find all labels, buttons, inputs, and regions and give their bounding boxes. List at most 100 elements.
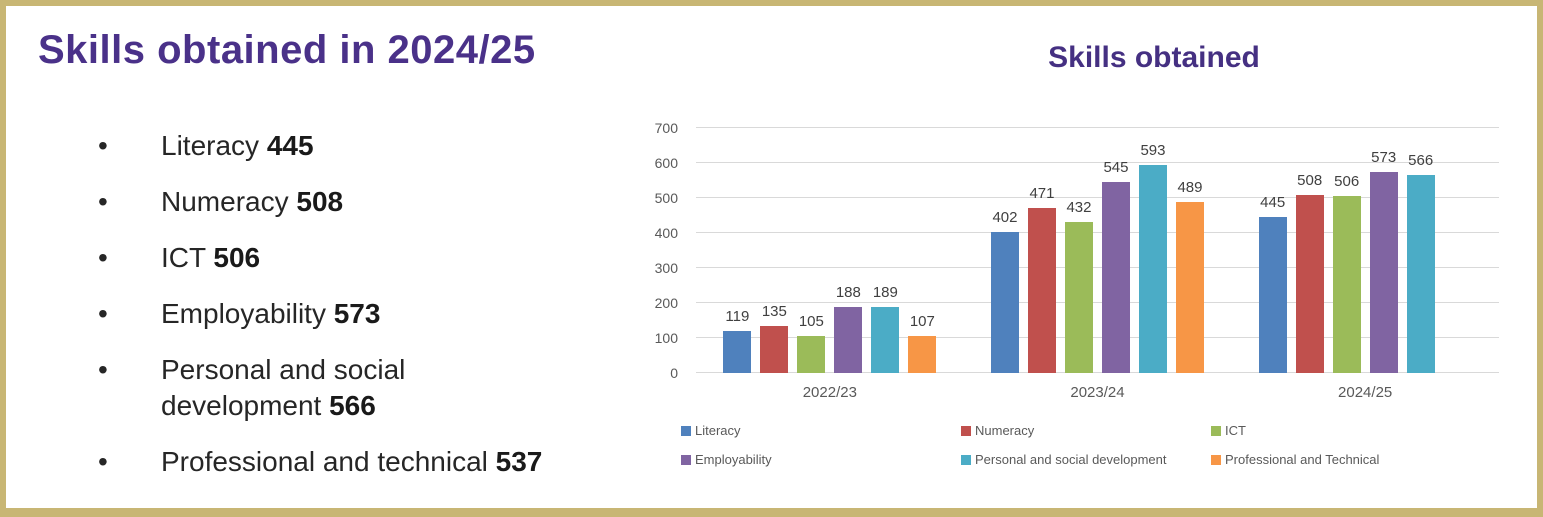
y-axis-tick-label: 400 xyxy=(654,225,678,241)
bar-literacy xyxy=(990,232,1019,373)
bar-value-label: 508 xyxy=(1297,172,1323,190)
bar-slot: 566 xyxy=(1406,128,1435,373)
bar-cluster: 445 508 506 573 566 xyxy=(1231,128,1499,373)
bar-personal-and-social-development xyxy=(1138,165,1167,373)
list-item-value: 506 xyxy=(213,242,261,273)
legend-label: ICT xyxy=(1225,423,1246,438)
bar-slot: 188 xyxy=(834,128,863,373)
gridline-400 xyxy=(696,232,1499,233)
list-item-value: 537 xyxy=(495,446,543,477)
bar-value-label: 107 xyxy=(909,312,935,330)
list-item-value: 508 xyxy=(296,186,344,217)
legend-item-professional-and-technical: Professional and Technical xyxy=(1211,452,1514,467)
bar-ict xyxy=(1064,221,1093,373)
bullet-icon: • xyxy=(98,186,108,217)
summary-panel: Skills obtained in 2024/25 • Literacy 445… xyxy=(38,26,638,500)
bullet-icon: • xyxy=(98,242,108,273)
bar-value-label: 471 xyxy=(1029,185,1055,203)
chart-title: Skills obtained xyxy=(1048,41,1260,74)
bar-slot xyxy=(1444,128,1472,373)
list-item-value: 573 xyxy=(333,298,381,329)
bar-slot: 189 xyxy=(871,128,900,373)
bar-slot: 545 xyxy=(1101,128,1130,373)
bar-value-label: 593 xyxy=(1140,142,1166,160)
chart-plot-area: 0 100 200 300 400 500 600 700 119 135 105 188 189 107… xyxy=(655,120,1499,401)
legend-color-swatch xyxy=(1211,454,1221,465)
list-item-1: • Literacy 445 xyxy=(38,128,638,164)
list-item-text: Employability 573 xyxy=(161,298,381,329)
bar-cluster: 119 135 105 188 189 107 xyxy=(696,128,964,373)
list-item-text: Professional and technical 537 xyxy=(161,446,543,477)
list-item-3: • ICT 506 xyxy=(38,240,638,276)
bullet-icon: • xyxy=(98,130,108,161)
bar-ict xyxy=(1332,195,1361,373)
gridline-0 xyxy=(696,372,1499,373)
bullet-icon: • xyxy=(98,298,108,329)
gridline-600 xyxy=(696,162,1499,163)
bar-slot: 445 xyxy=(1258,128,1287,373)
bar-numeracy xyxy=(1295,195,1324,373)
bar-slot: 107 xyxy=(908,128,937,373)
bar-employability xyxy=(834,307,863,373)
chart-legend: Literacy Numeracy ICT Employability Personal… xyxy=(681,423,1514,467)
bar-numeracy xyxy=(1027,208,1056,373)
bar-slot: 135 xyxy=(760,128,789,373)
bar-slot: 508 xyxy=(1295,128,1324,373)
bar-value-label: 189 xyxy=(872,283,898,301)
list-item-text: ICT 506 xyxy=(161,242,261,273)
bar-value-label: 506 xyxy=(1334,172,1360,190)
y-axis-tick-label: 500 xyxy=(654,190,678,206)
bar-slot: 105 xyxy=(797,128,826,373)
category-group-2023-24: 402 471 432 545 593 489 2023/24 xyxy=(964,128,1232,401)
legend-color-swatch xyxy=(961,454,971,465)
gridline-200 xyxy=(696,302,1499,303)
bar-value-label: 545 xyxy=(1103,159,1129,177)
x-axis-category-label: 2024/25 xyxy=(1338,384,1393,401)
legend-color-swatch xyxy=(681,425,691,436)
list-item-text: Personal and social development 566 xyxy=(161,354,406,421)
legend-color-swatch xyxy=(961,425,971,436)
y-axis-tick-label: 100 xyxy=(654,330,678,346)
bar-value-label: 188 xyxy=(835,284,861,302)
legend-item-ict: ICT xyxy=(1211,423,1514,438)
legend-color-swatch xyxy=(1211,425,1221,436)
bullet-icon: • xyxy=(98,446,108,477)
bar-slot: 471 xyxy=(1027,128,1056,373)
legend-item-numeracy: Numeracy xyxy=(961,423,1211,438)
bar-value-label: 119 xyxy=(725,308,750,326)
legend-label: Employability xyxy=(695,452,772,467)
bar-slot: 506 xyxy=(1332,128,1361,373)
list-item-value: 445 xyxy=(266,130,314,161)
list-item-6: • Professional and technical 537 xyxy=(38,444,638,480)
page-title: Skills obtained in 2024/25 xyxy=(38,28,536,72)
bar-slot: 432 xyxy=(1064,128,1093,373)
y-axis-tick-label: 600 xyxy=(654,155,678,171)
list-item-value: 566 xyxy=(329,390,376,421)
list-item-text: Literacy 445 xyxy=(161,130,314,161)
bar-personal-and-social-development xyxy=(871,306,900,373)
bar-chart: Skills obtained 0 100 200 300 400 500 600 700 11… xyxy=(654,36,1514,467)
bar-cluster: 402 471 432 545 593 489 xyxy=(964,128,1232,373)
y-axis-tick-label: 700 xyxy=(654,120,678,136)
bar-value-label: 566 xyxy=(1408,151,1434,169)
bar-value-label: 573 xyxy=(1371,149,1397,167)
x-axis-category-label: 2023/24 xyxy=(1070,384,1125,401)
bar-literacy xyxy=(723,331,752,373)
skill-list: • Literacy 445 • Numeracy 508 • ICT 506 • Emplo… xyxy=(38,128,638,480)
gridline-700 xyxy=(696,127,1499,128)
bar-slot: 573 xyxy=(1369,128,1398,373)
x-axis-category-label: 2022/23 xyxy=(802,384,857,401)
y-axis-tick-label: 200 xyxy=(654,295,678,311)
bar-value-label: 489 xyxy=(1177,178,1203,196)
bar-employability xyxy=(1101,182,1130,373)
bar-personal-and-social-development xyxy=(1406,174,1435,373)
bar-value-label: 402 xyxy=(992,209,1018,227)
y-axis-tick-label: 300 xyxy=(654,260,678,276)
bar-slot: 593 xyxy=(1138,128,1167,373)
legend-item-literacy: Literacy xyxy=(681,423,961,438)
legend-label: Numeracy xyxy=(975,423,1035,438)
legend-label: Professional and Technical xyxy=(1225,452,1380,467)
bar-professional-and-technical xyxy=(1175,201,1204,373)
legend-item-personal-and-social-development: Personal and social development xyxy=(961,452,1211,467)
